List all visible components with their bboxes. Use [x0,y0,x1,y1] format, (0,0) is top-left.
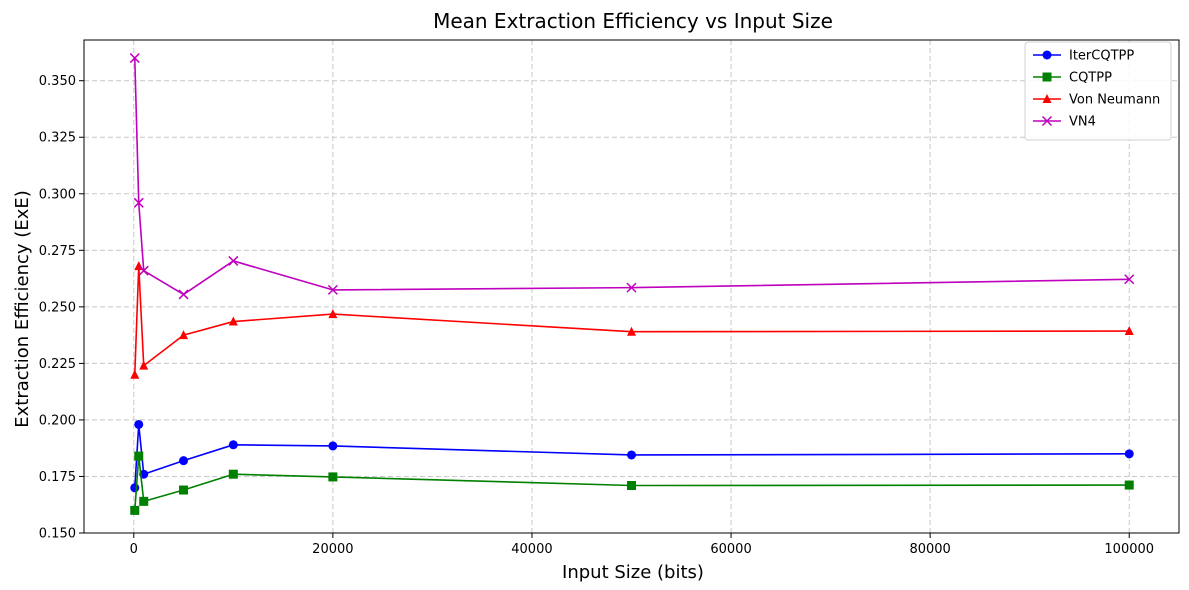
data-point-von-neumann [179,330,189,340]
data-point-vn4 [133,197,144,208]
data-point-vn4 [228,255,239,266]
legend-box [1024,41,1172,141]
y-tick-label: 0.200 [39,413,76,428]
data-point-cqtpp [139,496,149,506]
series-vn4 [129,53,1135,300]
data-point-itercqtpp [134,419,144,429]
x-tick-label: 40000 [511,542,552,557]
data-point-itercqtpp [1124,449,1134,459]
y-tick-label: 0.300 [39,187,76,202]
data-point-itercqtpp [627,450,636,460]
data-point-vn4 [626,282,637,293]
data-point-itercqtpp [328,441,338,451]
data-point-itercqtpp [228,440,238,450]
data-point-vn4 [178,289,189,300]
x-tick-label: 80000 [909,542,950,557]
data-point-von-neumann [328,309,338,319]
data-point-vn4 [327,284,338,295]
legend-marker-itercqtpp [1042,50,1052,60]
legend-item-cqtpp: CQTPP [1033,71,1112,86]
data-point-von-neumann [228,316,238,326]
data-point-von-neumann [139,360,149,370]
data-point-cqtpp [179,485,189,495]
y-axis-label: Extraction Efficiency (ExE) [12,190,33,427]
x-tick-label: 60000 [710,542,751,557]
legend-item-vn4: VN4 [1033,115,1096,130]
x-tick-label: 100000 [1104,542,1154,557]
data-point-cqtpp [328,472,338,482]
legend-marker-cqtpp [1042,72,1052,82]
y-tick-label: 0.250 [39,300,76,315]
y-tick-label: 0.225 [39,357,76,372]
legend-item-von-neumann: Von Neumann [1033,93,1160,108]
data-point-cqtpp [130,505,140,515]
y-tick-label: 0.175 [39,470,76,485]
x-tick-label: 20000 [312,542,353,557]
series-layer [129,53,1135,515]
legend-item-itercqtpp: IterCQTPP [1033,49,1134,64]
data-point-von-neumann [130,369,140,379]
series-line-cqtpp [133,455,1130,511]
y-tick-label: 0.350 [39,74,76,89]
legend: IterCQTPP CQTPP Von Neumann VN4 [1024,41,1172,141]
series-line-vn4 [133,58,1130,296]
data-point-itercqtpp [179,456,189,466]
data-point-cqtpp [1124,480,1134,490]
data-point-cqtpp [627,481,636,491]
y-tick-label: 0.275 [39,244,76,259]
data-point-vn4 [1124,274,1135,285]
chart-title: Mean Extraction Efficiency vs Input Size [433,9,833,33]
legend-label-cqtpp: CQTPP [1069,71,1112,86]
plot-frame [83,39,1180,534]
series-line-von-neumann [133,265,1130,375]
legend-label-von-neumann: Von Neumann [1069,93,1160,108]
legend-label-vn4: VN4 [1069,115,1096,130]
series-line-itercqtpp [133,423,1130,488]
x-axis-label: Input Size (bits) [562,562,704,583]
series-von-neumann [130,261,1134,379]
legend-marker-vn4 [1041,115,1053,127]
data-point-itercqtpp [130,483,140,493]
series-cqtpp [130,451,1134,515]
data-point-cqtpp [134,451,144,461]
x-tick-label: 0 [130,542,138,557]
data-point-von-neumann [1124,326,1134,336]
data-point-vn4 [138,265,149,276]
y-tick-label: 0.325 [39,131,76,146]
data-point-von-neumann [627,326,636,336]
data-point-vn4 [129,53,140,64]
axes: 0 20000 40000 60000 80000 100000 0.150 0.175 0.2… [39,74,1154,557]
y-tick-label: 0.150 [39,527,76,542]
legend-marker-von-neumann [1042,94,1052,103]
legend-label-itercqtpp: IterCQTPP [1069,49,1134,64]
data-point-cqtpp [228,469,238,479]
